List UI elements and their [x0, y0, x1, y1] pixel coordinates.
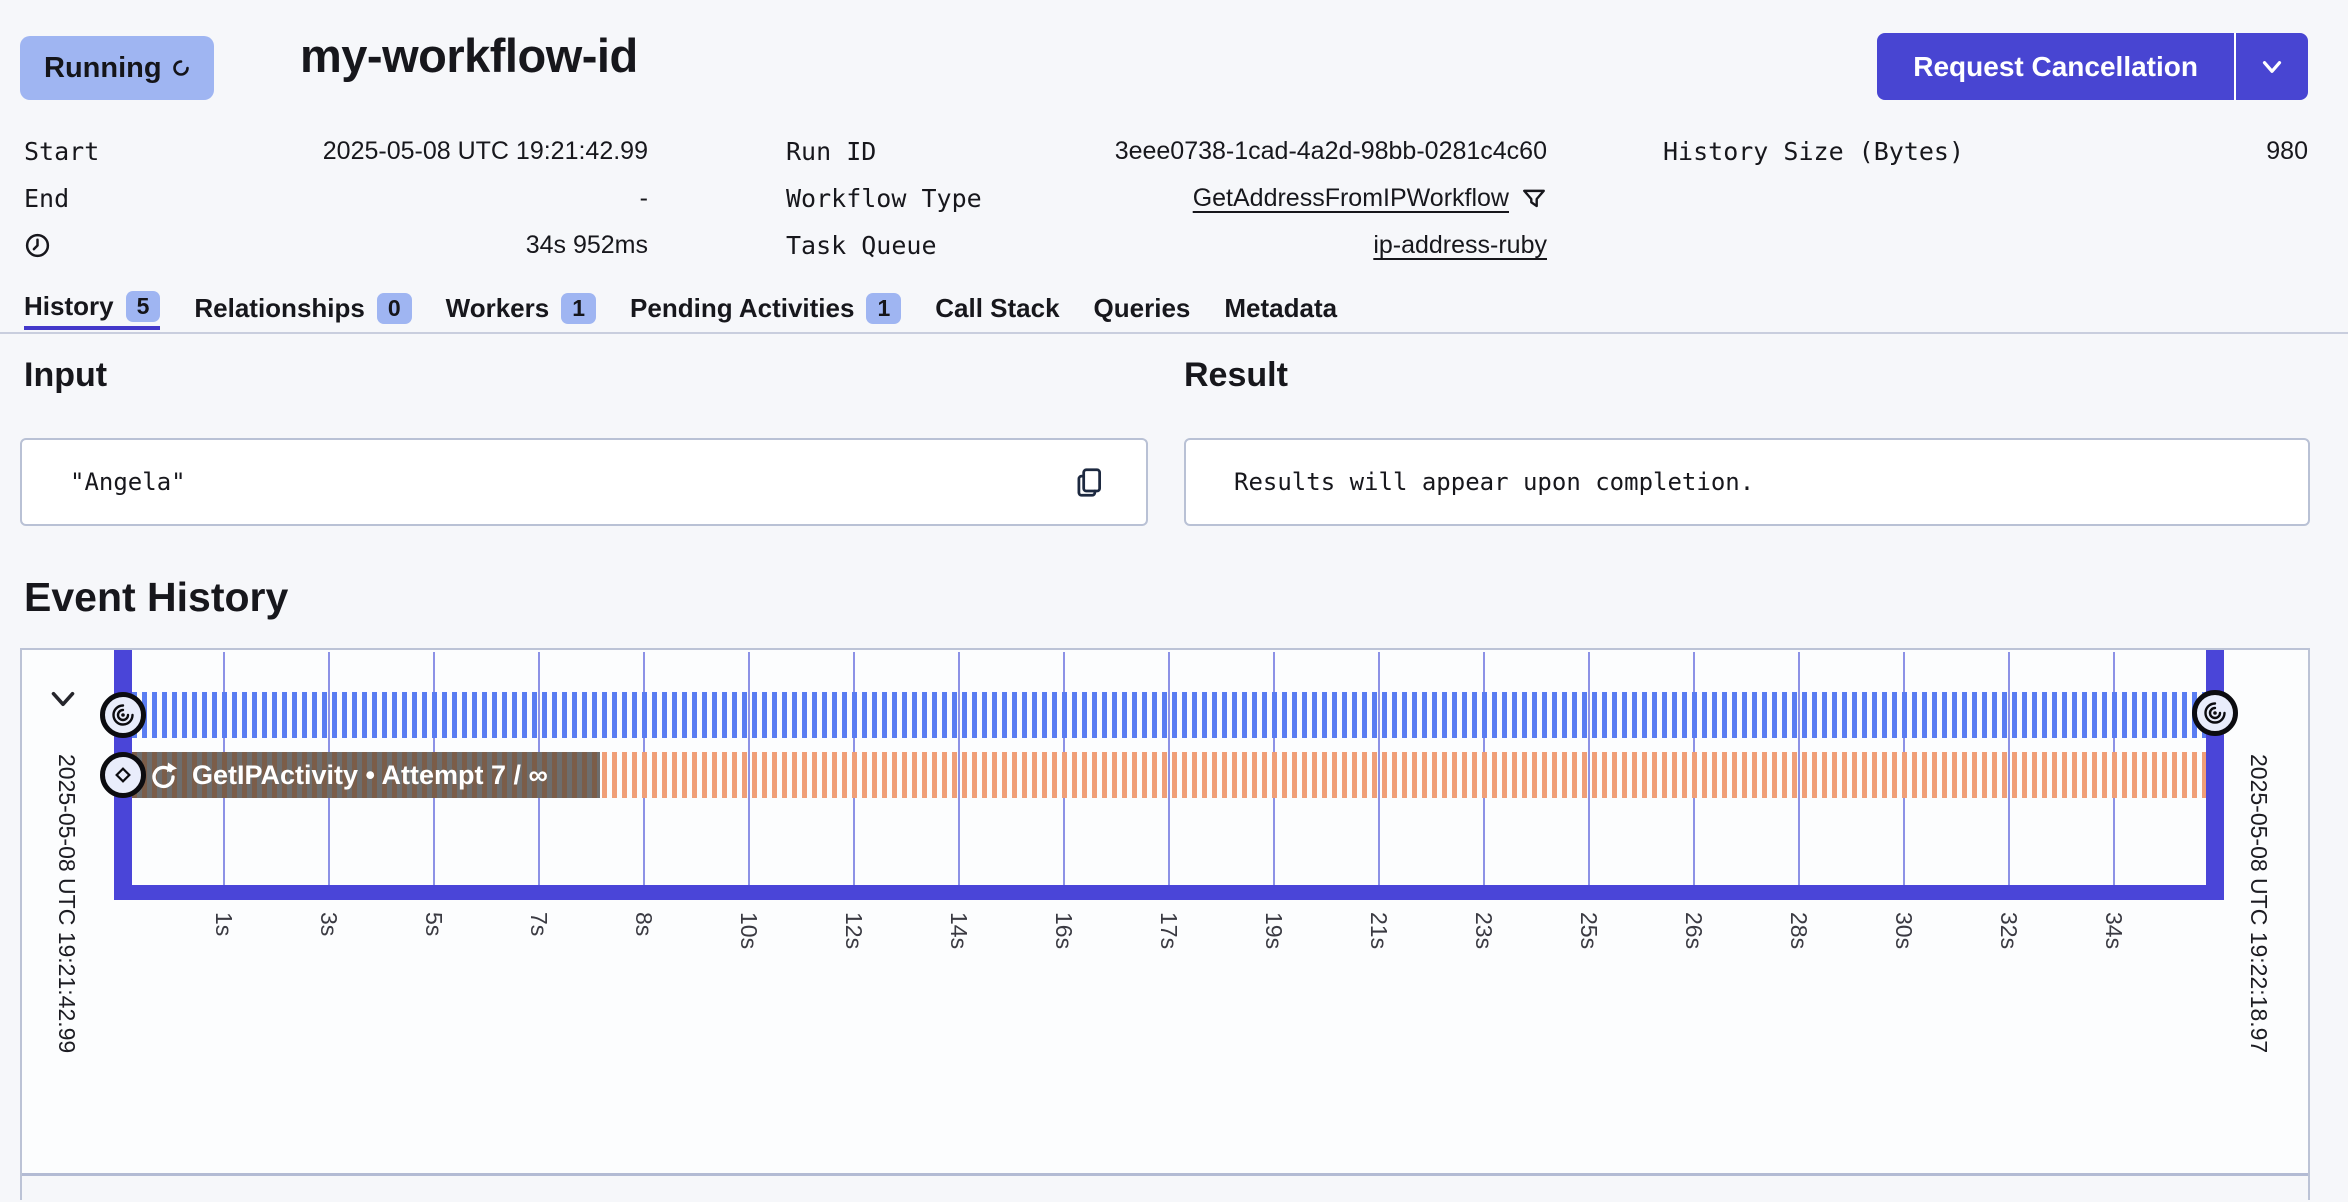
axis-tick: 23s: [1471, 912, 1497, 950]
panel-bottom-strip: [22, 1176, 2308, 1202]
request-cancellation-button[interactable]: Request Cancellation: [1877, 33, 2234, 100]
task-queue-label: Task Queue: [786, 231, 937, 260]
tab-count-badge: 1: [866, 292, 902, 324]
status-spinner-icon: [172, 59, 190, 77]
panel-divider: [22, 1173, 2308, 1176]
meta-row-workflow-type: Workflow Type GetAddressFromIPWorkflow: [786, 175, 1547, 222]
event-history-title: Event History: [24, 574, 289, 620]
axis-tick: 28s: [1786, 912, 1812, 950]
end-label: End: [24, 184, 70, 213]
copy-input-button[interactable]: [1072, 465, 1106, 499]
tabs-divider: [0, 332, 2348, 334]
activity-label: GetIPActivity • Attempt 7 / ∞: [192, 759, 548, 790]
result-box: Results will appear upon completion.: [1184, 438, 2310, 526]
status-badge[interactable]: Running: [20, 36, 214, 100]
tab-bar: History 5 Relationships 0 Workers 1 Pend…: [24, 286, 1337, 334]
axis-tick: 16s: [1051, 912, 1077, 950]
axis-tick: 34s: [2101, 912, 2127, 950]
input-section-title: Input: [24, 356, 108, 394]
chevron-down-icon: [2257, 52, 2287, 82]
axis-tick: 7s: [526, 912, 552, 937]
timeline-start-timestamp: 2025-05-08 UTC 19:21:42.99: [54, 754, 80, 1054]
tab-label: History: [24, 290, 114, 321]
filter-icon[interactable]: [1521, 186, 1547, 212]
axis-tick: 19s: [1261, 912, 1287, 950]
activity-marker[interactable]: [100, 752, 146, 798]
workflow-start-marker[interactable]: [100, 692, 146, 738]
axis-tick: 8s: [631, 912, 657, 937]
retry-icon: [148, 760, 178, 790]
axis-tick: 14s: [946, 912, 972, 950]
copy-icon: [1072, 465, 1106, 499]
result-section-title: Result: [1184, 356, 1288, 394]
axis-tick: 17s: [1156, 912, 1182, 950]
axis-tick: 26s: [1681, 912, 1707, 950]
tab-count-badge: 0: [376, 292, 412, 324]
axis-tick: 32s: [1996, 912, 2022, 950]
meta-row-start: Start 2025-05-08 UTC 19:21:42.99: [24, 128, 648, 175]
meta-row-end: End -: [24, 175, 648, 222]
cancel-button-group: Request Cancellation: [1877, 33, 2308, 100]
page-title: my-workflow-id: [300, 29, 638, 82]
history-size-label: History Size (Bytes): [1663, 137, 1965, 166]
tab-label: Queries: [1093, 292, 1191, 323]
workflow-execution-row[interactable]: [132, 692, 2206, 738]
result-value: Results will appear upon completion.: [1234, 468, 1755, 496]
tab-workers[interactable]: Workers 1: [445, 286, 597, 330]
activity-label-pill[interactable]: GetIPActivity • Attempt 7 / ∞: [132, 752, 600, 798]
axis-tick: 25s: [1576, 912, 1602, 950]
history-size-value: 980: [2266, 137, 2308, 165]
run-id-value: 3eee0738-1cad-4a2d-98bb-0281c4c60: [1114, 137, 1547, 165]
tab-pending-activities[interactable]: Pending Activities 1: [630, 286, 902, 330]
axis-tick: 1s: [211, 912, 237, 937]
meta-row-duration: 34s 952ms: [24, 222, 648, 269]
tab-label: Metadata: [1224, 292, 1338, 323]
clock-icon: [24, 232, 51, 259]
tab-history[interactable]: History 5: [24, 286, 161, 330]
collapse-timeline-button[interactable]: [44, 680, 82, 718]
duration-value: 34s 952ms: [525, 231, 648, 259]
axis-tick: 12s: [841, 912, 867, 950]
spiral-icon: [2202, 700, 2228, 726]
tab-label: Pending Activities: [630, 292, 855, 323]
axis-tick: 5s: [421, 912, 447, 937]
tab-label: Call Stack: [935, 292, 1060, 323]
end-value: -: [639, 184, 648, 212]
tab-label: Workers: [445, 292, 550, 323]
tab-label: Relationships: [194, 292, 365, 323]
spiral-icon: [110, 702, 136, 728]
tab-count-badge: 1: [561, 292, 597, 324]
tab-metadata[interactable]: Metadata: [1224, 286, 1337, 330]
status-label: Running: [44, 51, 162, 84]
event-history-timeline-panel: GetIPActivity • Attempt 7 / ∞ 2025-05-08…: [20, 648, 2310, 1202]
axis-tick: 21s: [1366, 912, 1392, 950]
tab-call-stack[interactable]: Call Stack: [935, 286, 1059, 330]
axis-tick: 3s: [316, 912, 342, 937]
tab-relationships[interactable]: Relationships 0: [194, 286, 412, 330]
run-id-label: Run ID: [786, 137, 877, 166]
chevron-down-icon: [44, 680, 82, 718]
tab-queries[interactable]: Queries: [1094, 286, 1191, 330]
input-value: "Angela": [70, 468, 186, 496]
task-queue-link[interactable]: ip-address-ruby: [1373, 231, 1547, 259]
axis-tick: 10s: [736, 912, 762, 950]
start-value: 2025-05-08 UTC 19:21:42.99: [322, 137, 648, 165]
axis-tick: 30s: [1891, 912, 1917, 950]
timeline-end-timestamp: 2025-05-08 UTC 19:22:18.97: [2246, 754, 2272, 1054]
meta-row-task-queue: Task Queue ip-address-ruby: [786, 222, 1547, 269]
cancel-options-caret-button[interactable]: [2234, 33, 2308, 100]
workflow-current-marker[interactable]: [2192, 690, 2238, 736]
start-label: Start: [24, 137, 100, 166]
workflow-type-link[interactable]: GetAddressFromIPWorkflow: [1192, 184, 1509, 212]
workflow-type-label: Workflow Type: [786, 184, 982, 213]
input-box: "Angela": [20, 438, 1148, 526]
meta-row-run-id: Run ID 3eee0738-1cad-4a2d-98bb-0281c4c60: [786, 128, 1547, 175]
tab-count-badge: 5: [125, 290, 161, 322]
timeline-end-bar: [2206, 650, 2224, 900]
diamond-icon: [111, 763, 135, 787]
timeline-baseline-bar: [114, 885, 2224, 900]
meta-row-history-size: History Size (Bytes) 980: [1663, 128, 2308, 175]
